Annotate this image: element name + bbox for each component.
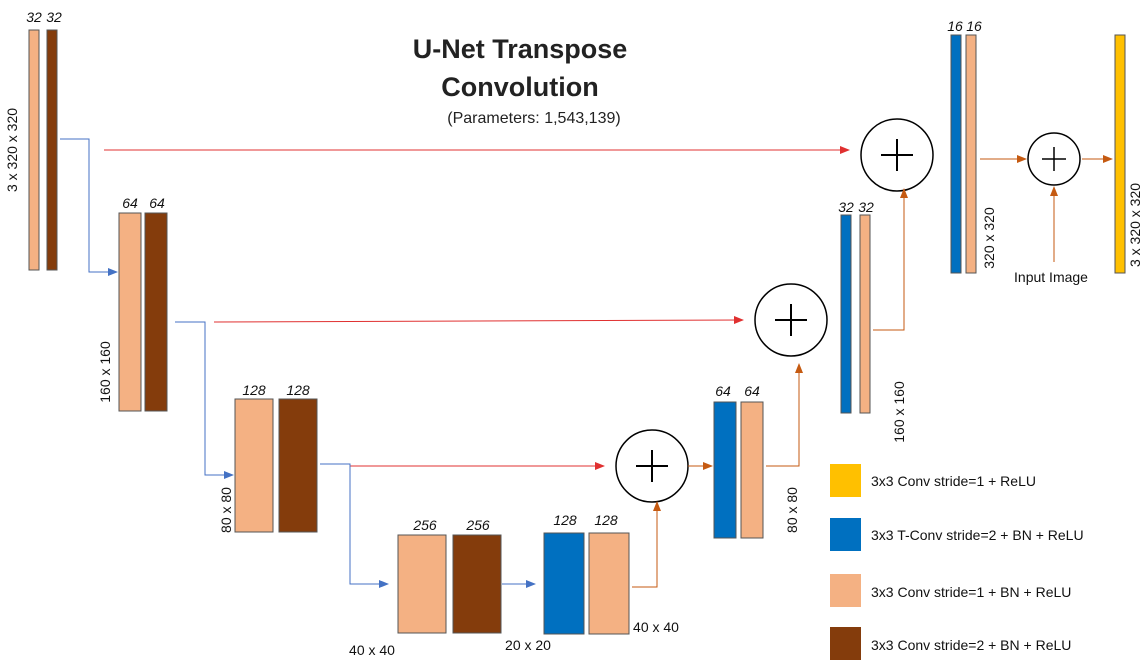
dec1-tconv-block — [950, 34, 962, 274]
enc3-down-block — [278, 398, 318, 533]
down-arrow-1 — [60, 138, 118, 276]
bottleneck-out-dim-label: 20 x 20 — [505, 637, 551, 653]
dec2-channel-a: 32 — [838, 199, 854, 215]
dec3-tconv-block — [713, 401, 737, 539]
legend-swatch-tconv-bn-relu — [830, 518, 861, 551]
output-dim-label: 3 x 320 x 320 — [1127, 183, 1143, 267]
input-image-label: Input Image — [1014, 269, 1088, 285]
up-arrow-dec2-to-add1 — [873, 188, 908, 331]
enc1-channel-b: 32 — [46, 9, 62, 25]
enc3-conv-block — [234, 398, 274, 533]
enc3-channel-a: 128 — [242, 382, 266, 398]
legend-swatch-conv-relu — [830, 464, 861, 497]
add-circle-level2 — [754, 283, 828, 357]
legend: 3x3 Conv stride=1 + ReLU 3x3 T-Conv stri… — [830, 464, 1084, 660]
enc2-down-block — [144, 212, 168, 412]
dec2-channel-b: 32 — [858, 199, 874, 215]
up-arrow-4-to-add3 — [632, 501, 661, 588]
title-line1: U-Net Transpose — [413, 34, 628, 64]
enc2-dim-label: 160 x 160 — [97, 341, 113, 403]
dec4-channel-b: 128 — [594, 512, 618, 528]
enc3-dim-label: 80 x 80 — [218, 487, 234, 533]
add-circle-output — [1027, 132, 1081, 186]
up-arrow-dec3-to-add2 — [766, 363, 803, 467]
dec3-dim-label: 80 x 80 — [784, 487, 800, 533]
enc1-conv-block — [28, 29, 40, 271]
legend-swatch-conv-bn-relu — [830, 574, 861, 607]
enc2-conv-block — [118, 212, 142, 412]
dec1-channel-b: 16 — [966, 18, 982, 34]
dec2-conv-block — [859, 214, 871, 414]
enc1-channel-a: 32 — [26, 9, 42, 25]
title-line2: Convolution — [441, 72, 598, 102]
dec4-conv-block — [588, 532, 630, 635]
dec1-channel-a: 16 — [947, 18, 963, 34]
legend-label-conv-bn-relu: 3x3 Conv stride=1 + BN + ReLU — [871, 584, 1071, 600]
subtitle: (Parameters: 1,543,139) — [447, 110, 620, 127]
input-dim-label: 3 x 320 x 320 — [4, 108, 20, 192]
dec4-channel-a: 128 — [553, 512, 577, 528]
dec3-channel-b: 64 — [744, 383, 760, 399]
enc3-channel-b: 128 — [286, 382, 310, 398]
dec3-channel-a: 64 — [715, 383, 731, 399]
legend-label-tconv-bn-relu: 3x3 T-Conv stride=2 + BN + ReLU — [871, 527, 1084, 543]
dec2-tconv-block — [840, 214, 852, 414]
legend-label-conv-relu: 3x3 Conv stride=1 + ReLU — [871, 473, 1036, 489]
bottleneck-in-dim-label: 40 x 40 — [349, 642, 395, 658]
legend-label-conv-s2-bn-relu: 3x3 Conv stride=2 + BN + ReLU — [871, 637, 1071, 653]
dec4-tconv-block — [543, 532, 585, 635]
bottleneck-channel-a: 256 — [412, 517, 437, 533]
dec3-conv-block — [740, 401, 764, 539]
dec2-dim-label: 160 x 160 — [891, 381, 907, 443]
add-circle-level1 — [860, 118, 934, 192]
enc2-channel-b: 64 — [149, 195, 165, 211]
down-arrow-3 — [320, 463, 389, 588]
output-conv-block — [1114, 34, 1126, 274]
bottleneck-down-block — [452, 534, 502, 634]
dec1-dim-label: 320 x 320 — [981, 207, 997, 269]
skip-arrow-level2 — [213, 316, 744, 325]
dec4-dim-label: 40 x 40 — [633, 619, 679, 635]
down-arrow-2 — [175, 321, 234, 479]
bottleneck-channel-b: 256 — [465, 517, 490, 533]
add-circle-level3 — [615, 429, 689, 503]
legend-swatch-conv-s2-bn-relu — [830, 627, 861, 660]
bottleneck-conv-block — [397, 534, 447, 634]
enc2-channel-a: 64 — [122, 195, 138, 211]
enc1-down-block — [46, 29, 58, 271]
dec1-conv-block — [965, 34, 977, 274]
